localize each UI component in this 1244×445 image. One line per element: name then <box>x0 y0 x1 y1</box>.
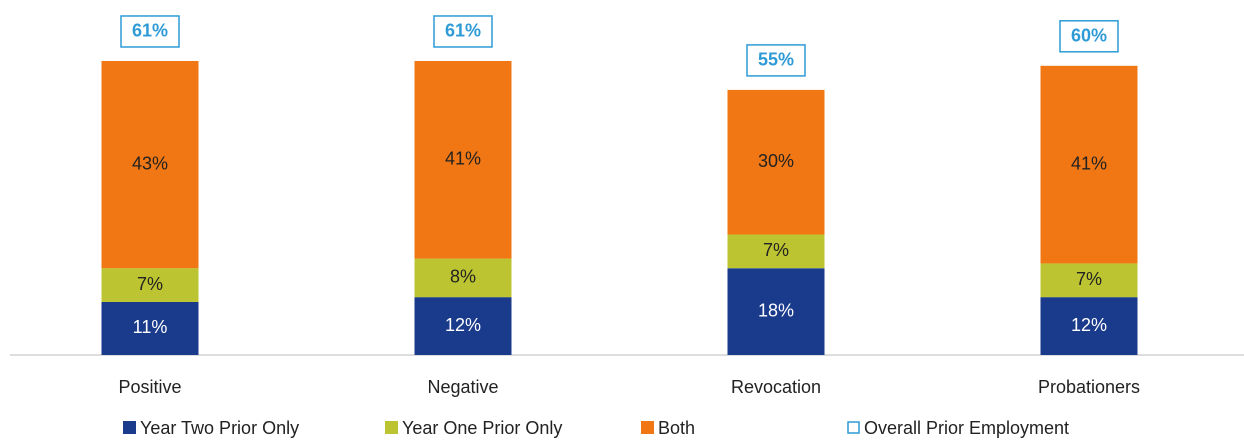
x-tick-label: Probationers <box>1038 377 1140 397</box>
bar-segment <box>727 268 825 355</box>
legend-swatch <box>123 421 136 434</box>
value-label: 41% <box>445 149 481 169</box>
bar-segment <box>1040 297 1138 355</box>
bar-segment <box>414 60 512 259</box>
bar-segment <box>101 268 199 302</box>
value-label: 12% <box>445 315 481 335</box>
bar-segment <box>727 89 825 235</box>
bar-segment <box>101 60 199 269</box>
value-label: 7% <box>137 274 163 294</box>
legend-swatch <box>385 421 398 434</box>
legend-label: Both <box>658 418 695 438</box>
bar-segment <box>1040 263 1138 298</box>
value-label: 18% <box>758 300 794 320</box>
bar-segment <box>101 301 199 355</box>
value-label: 41% <box>1071 153 1107 173</box>
legend-swatch <box>641 421 654 434</box>
total-label: 55% <box>758 50 794 70</box>
bar-segment <box>727 234 825 269</box>
value-label: 12% <box>1071 315 1107 335</box>
legend-label: Overall Prior Employment <box>864 418 1069 438</box>
total-box <box>1059 20 1119 53</box>
value-label: 8% <box>450 267 476 287</box>
total-box <box>746 44 806 77</box>
value-label: 43% <box>132 153 168 173</box>
value-label: 11% <box>133 317 168 337</box>
legend-label: Year Two Prior Only <box>140 418 299 438</box>
legend-label: Year One Prior Only <box>402 418 562 438</box>
legend-swatch <box>847 421 860 434</box>
x-tick-label: Positive <box>118 377 181 397</box>
total-box <box>120 15 180 48</box>
x-tick-label: Negative <box>427 377 498 397</box>
total-label: 61% <box>132 21 168 41</box>
value-label: 7% <box>763 240 789 260</box>
value-label: 7% <box>1076 269 1102 289</box>
total-label: 60% <box>1071 26 1107 46</box>
value-label: 30% <box>758 151 794 171</box>
bar-segment <box>414 297 512 355</box>
total-label: 61% <box>445 21 481 41</box>
bar-segment <box>1040 65 1138 264</box>
x-tick-label: Revocation <box>731 377 821 397</box>
total-box <box>433 15 493 48</box>
bar-segment <box>414 258 512 298</box>
